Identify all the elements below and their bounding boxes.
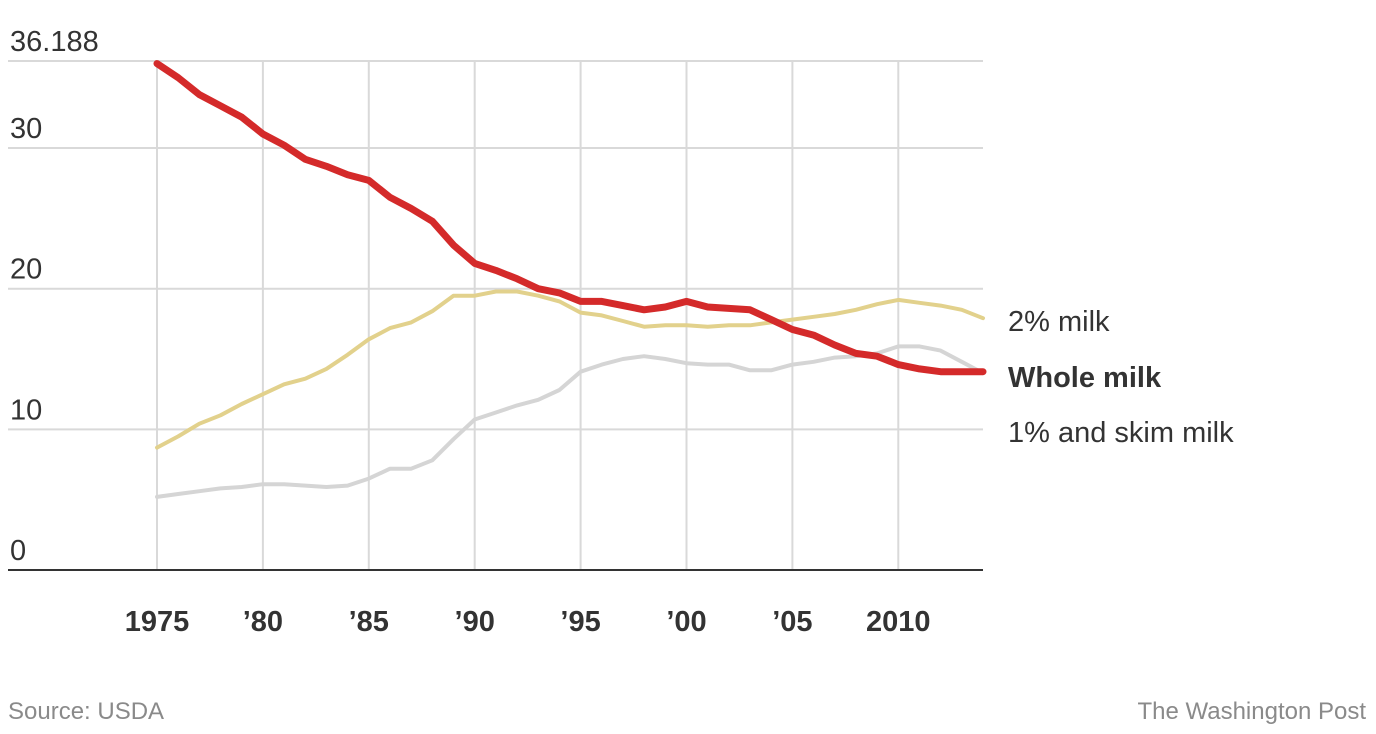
y-tick-label: 0	[10, 535, 26, 567]
series-label: 1% and skim milk	[1008, 417, 1234, 449]
source-note: Source: USDA	[8, 698, 165, 725]
series-line-1-and-skim-milk	[155, 344, 985, 499]
x-tick-label: 1975	[125, 606, 190, 638]
x-tick-label: ’95	[560, 606, 600, 638]
x-tick-label: ’90	[455, 606, 495, 638]
y-tick-label: 36.188	[10, 26, 99, 58]
series-lines	[153, 60, 987, 499]
y-tick-label: 10	[10, 394, 42, 426]
x-tick-label: ’05	[772, 606, 812, 638]
series-line-whole-milk	[153, 60, 987, 376]
series-labels: 2% milk Whole milk 1% and skim milk	[1008, 306, 1234, 449]
y-tick-label: 30	[10, 113, 42, 145]
series-line-2-milk	[155, 289, 985, 450]
gridlines	[8, 60, 983, 571]
series-label: Whole milk	[1008, 362, 1162, 394]
x-tick-label: ’80	[243, 606, 283, 638]
series-label: 2% milk	[1008, 306, 1110, 338]
y-tick-label: 20	[10, 254, 42, 286]
x-tick-label: ’00	[666, 606, 706, 638]
x-tick-label: 2010	[866, 606, 931, 638]
x-tick-label: ’85	[349, 606, 389, 638]
publisher-credit: The Washington Post	[1137, 698, 1366, 725]
axis-labels: 0 10 20 30 36.188 1975 ’80 ’85 ’90 ’95 ’00 ’05 2010	[10, 26, 931, 638]
